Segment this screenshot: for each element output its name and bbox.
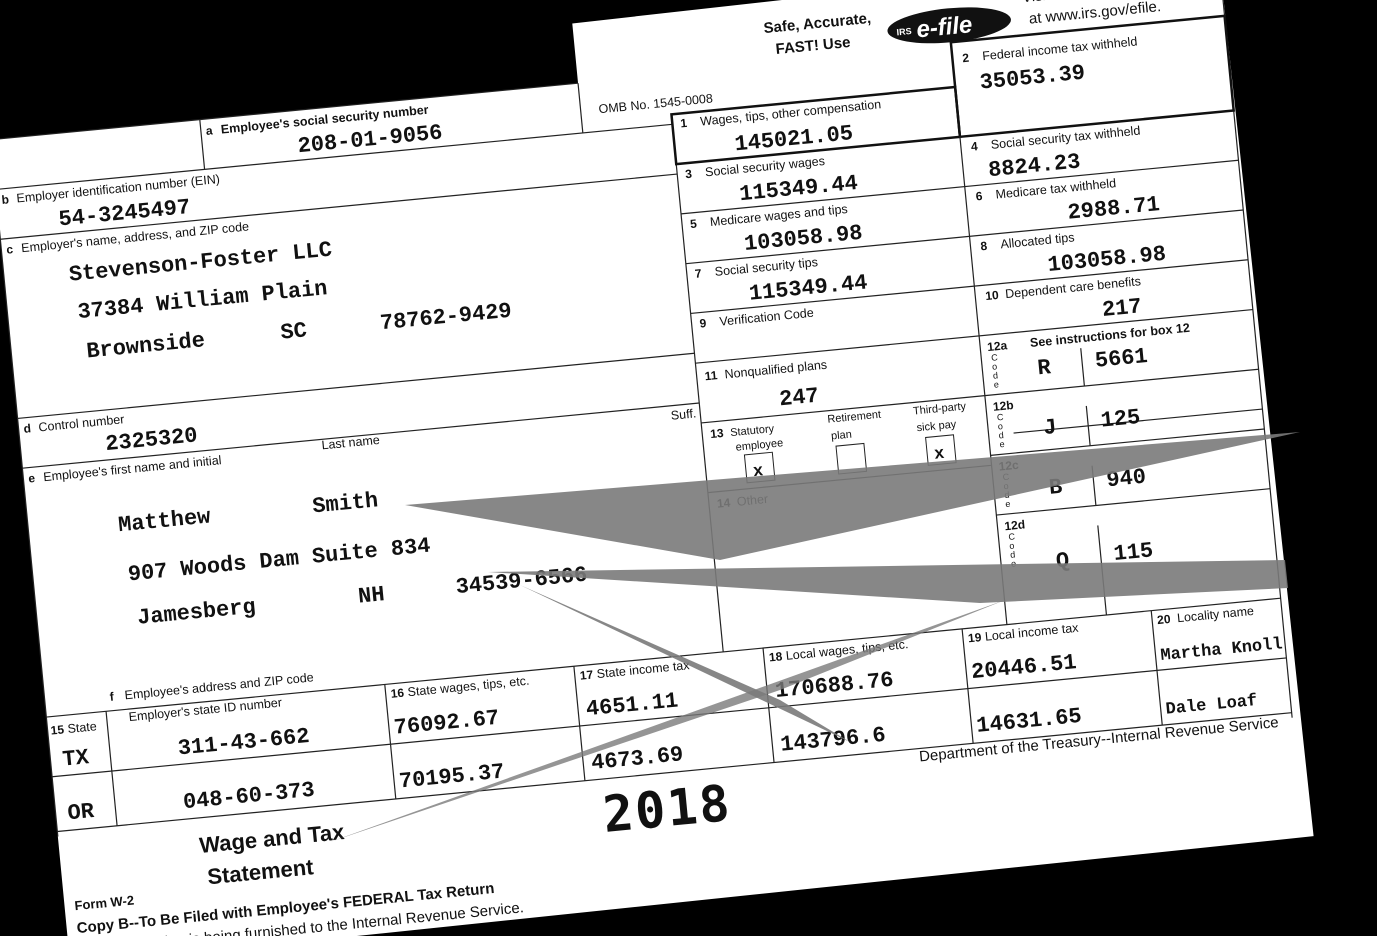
box-number: 10 [985, 288, 1000, 303]
code-label: Code [1008, 531, 1019, 569]
rule [0, 139, 59, 837]
checkbox-label: sick pay [916, 418, 957, 434]
box-label: Suff. [670, 406, 697, 422]
box-number: 19 [967, 630, 982, 645]
box-12-value: 125 [1100, 405, 1142, 434]
rule [52, 657, 1287, 778]
checkbox-label: Retirement [827, 409, 882, 426]
logo-efile: e-file [915, 11, 973, 43]
box-number: 15 [50, 722, 65, 737]
rule [46, 597, 1281, 718]
rule [384, 684, 397, 799]
box-number: 1 [680, 116, 688, 131]
box-letter: c [6, 242, 14, 257]
rule [701, 395, 985, 424]
box-number: 16 [390, 686, 405, 701]
box-letter: d [23, 421, 32, 436]
checkbox-mark: x [752, 462, 764, 482]
box-label: Last name [321, 433, 380, 453]
box-number: 12a [987, 338, 1009, 354]
box-letter: a [205, 123, 213, 138]
rule [670, 114, 724, 652]
rule [105, 711, 118, 826]
code-label: Code [991, 352, 1002, 390]
rule [22, 402, 700, 469]
box-2-frame [949, 14, 1236, 139]
rule [0, 123, 673, 191]
employer-state: SC [279, 318, 308, 345]
box-letter: e [28, 471, 36, 486]
box-number: 18 [768, 649, 783, 664]
scan-artifact [520, 585, 850, 742]
state-local-state: OR [67, 799, 96, 826]
rule [573, 666, 586, 781]
box-label: State [67, 719, 97, 736]
rule [762, 647, 775, 763]
rule [0, 82, 579, 141]
box-number: 2 [962, 51, 970, 66]
box-letter: f [109, 689, 115, 703]
form-paper [0, 0, 1314, 936]
rule [1150, 610, 1163, 726]
box-12-code: J [1042, 415, 1058, 441]
checkbox-label: Statutory [730, 423, 775, 439]
box-number: 8 [980, 239, 988, 254]
box-number: 7 [694, 266, 702, 281]
rule [690, 259, 1249, 315]
checkbox-mark: x [933, 445, 945, 465]
rule [959, 136, 1008, 625]
scan-artifact [488, 560, 1288, 603]
box-number: 9 [699, 316, 707, 331]
rule [984, 368, 1259, 397]
rule [961, 628, 974, 744]
state-local-state: TX [61, 745, 90, 772]
form-number: Form W-2 [74, 893, 135, 914]
rule [990, 428, 1265, 456]
scan-artifact [405, 432, 1300, 560]
box-number: 6 [975, 189, 983, 204]
checkbox-label: employee [735, 437, 784, 454]
tax-year: 2018 [601, 774, 734, 844]
rule [1013, 408, 1263, 434]
box-number: 11 [704, 368, 718, 383]
rule [685, 209, 1244, 265]
w2-form: Safe, Accurate, FAST! Use IRS e-file Vis… [0, 0, 1314, 936]
box-number: 4 [970, 139, 978, 154]
scan-artifact [330, 600, 1005, 842]
box-number: 3 [685, 167, 693, 182]
rule [577, 83, 584, 134]
employee-state: NH [357, 582, 386, 609]
rule [57, 712, 1292, 833]
checkbox-label: Third-party [912, 400, 967, 417]
box-number: 17 [579, 667, 594, 682]
box-12-code: R [1036, 355, 1052, 381]
logo-irs: IRS [896, 26, 912, 37]
rule [695, 308, 1253, 364]
rule [996, 488, 1271, 516]
box-number: 20 [1156, 612, 1171, 627]
checkbox-label: plan [830, 429, 852, 443]
box-letter: b [1, 192, 10, 207]
box-12-value: 5661 [1094, 344, 1149, 374]
rule [0, 173, 678, 240]
box-number: 12d [1004, 517, 1026, 533]
box-value: 247 [778, 384, 820, 413]
rule [680, 159, 1239, 215]
rule [17, 352, 695, 420]
box-number: 13 [710, 426, 725, 441]
rule [199, 119, 206, 170]
code-label: Code [997, 412, 1008, 450]
box-number: 5 [689, 216, 697, 231]
box-value: 217 [1101, 294, 1143, 323]
rule [1080, 348, 1085, 387]
box-number: 12b [992, 398, 1014, 414]
efile-logo [887, 7, 1011, 44]
